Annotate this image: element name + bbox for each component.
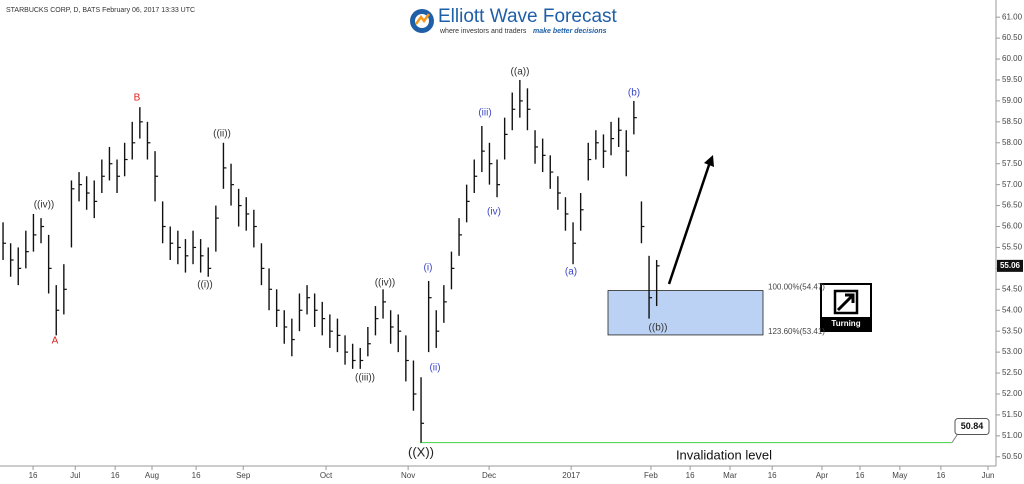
wave-label: ((X)) — [408, 444, 434, 459]
y-tick-label: 55.50 — [1002, 243, 1023, 252]
x-tick-label: Nov — [401, 471, 415, 480]
icon-arrow — [836, 293, 855, 312]
y-tick-label: 59.50 — [1002, 75, 1023, 84]
y-tick-label: 61.00 — [1002, 12, 1023, 21]
last-price-box — [997, 259, 1023, 272]
chart-title: STARBUCKS CORP, D, BATS February 06, 201… — [6, 7, 195, 14]
zone-top-label: 100.00%(54.47) — [768, 283, 825, 292]
x-tick-label: 16 — [768, 471, 777, 480]
x-tick-label: Sep — [236, 471, 251, 480]
x-tick-label: 16 — [192, 471, 201, 480]
x-tick-label: Dec — [482, 471, 496, 480]
wave-label: (iv) — [487, 207, 501, 218]
logo-tagline-emphasis: make better decisions — [533, 28, 607, 35]
y-tick-label: 57.50 — [1002, 159, 1023, 168]
plot-layer — [2, 79, 952, 444]
y-tick-label: 52.00 — [1002, 389, 1023, 398]
logo-tagline: where investors and traders — [439, 28, 527, 35]
zone-bottom-label: 123.60%(53.41) — [768, 327, 825, 336]
last-price-label: 55.06 — [1000, 261, 1021, 270]
x-tick-label: Jul — [70, 471, 80, 480]
y-tick-label: 51.00 — [1002, 431, 1023, 440]
x-tick-label: 16 — [686, 471, 695, 480]
x-tick-label: 2017 — [562, 471, 580, 480]
x-tick-label: Oct — [320, 471, 333, 480]
projection-arrow — [667, 161, 712, 285]
logo-name: Elliott Wave Forecast — [438, 6, 618, 27]
wave-label: ((a)) — [511, 67, 530, 78]
y-tick-label: 58.00 — [1002, 138, 1023, 147]
y-tick-label: 60.00 — [1002, 54, 1023, 63]
y-tick-label: 59.00 — [1002, 96, 1023, 105]
y-tick-label: 51.50 — [1002, 410, 1023, 419]
wave-label: (b) — [628, 88, 640, 99]
projection-arrowhead — [704, 155, 714, 167]
turning-icon: Turning — [820, 283, 872, 332]
icon-label: Turning — [831, 319, 860, 328]
invalidation-box — [954, 418, 990, 436]
wave-label: ((iv)) — [375, 278, 396, 289]
y-tick-label: 50.50 — [1002, 452, 1023, 461]
y-tick-label: 54.00 — [1002, 305, 1023, 314]
y-tick-label: 52.50 — [1002, 368, 1023, 377]
invalidation-value: 50.84 — [961, 421, 984, 431]
x-tick-label: 16 — [856, 471, 865, 480]
x-tick-label: May — [892, 471, 907, 480]
y-tick-label: 56.50 — [1002, 201, 1023, 210]
logo: Elliott Wave Forecast where investors an… — [410, 6, 618, 35]
invalidation-callout — [951, 433, 959, 443]
x-tick-label: Feb — [644, 471, 658, 480]
x-tick-label: Jun — [982, 471, 995, 480]
wave-label: (iii) — [478, 108, 491, 119]
y-tick-label: 60.50 — [1002, 33, 1023, 42]
wave-label: A — [52, 336, 59, 347]
wave-label: ((iv)) — [34, 200, 55, 211]
y-tick-label: 53.00 — [1002, 347, 1023, 356]
x-tick-label: 16 — [936, 471, 945, 480]
y-tick-label: 53.50 — [1002, 326, 1023, 335]
x-tick-label: 16 — [111, 471, 120, 480]
y-tick-label: 58.50 — [1002, 117, 1023, 126]
y-tick-label: 56.00 — [1002, 222, 1023, 231]
wave-label: ((b)) — [649, 323, 668, 334]
target-zone — [607, 290, 764, 336]
wave-label: ((ii)) — [213, 129, 231, 140]
x-tick-label: 16 — [29, 471, 38, 480]
logo-arrow — [414, 13, 431, 25]
y-tick-label: 57.00 — [1002, 180, 1023, 189]
wave-label: ((iii)) — [355, 373, 375, 384]
wave-label: ((i)) — [197, 280, 213, 291]
wave-label: (i) — [424, 263, 433, 274]
x-tick-label: Aug — [145, 471, 159, 480]
invalidation-text: Invalidation level — [676, 447, 772, 462]
icon-box — [833, 289, 859, 315]
y-tick-label: 54.50 — [1002, 284, 1023, 293]
wave-label: (ii) — [429, 363, 440, 374]
x-tick-label: Mar — [723, 471, 737, 480]
wave-label: B — [134, 93, 141, 104]
x-tick-label: Apr — [816, 471, 829, 480]
icon-band — [821, 317, 871, 331]
wave-label: (a) — [565, 267, 577, 278]
